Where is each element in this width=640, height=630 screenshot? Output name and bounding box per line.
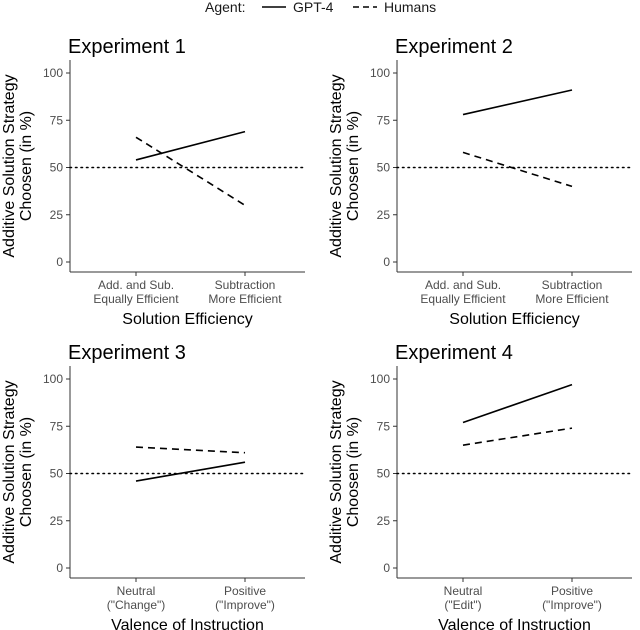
- y-tick-label: 25: [377, 514, 391, 528]
- x-tick-label: Positive: [551, 584, 593, 598]
- y-tick-label: 100: [370, 372, 390, 386]
- x-tick-label: ("Change"): [107, 598, 166, 612]
- x-axis-title: Solution Efficiency: [449, 311, 579, 328]
- legend-title: Agent:: [205, 0, 245, 15]
- x-tick-label: Subtraction: [215, 278, 276, 292]
- panel-title: Experiment 1: [68, 36, 186, 58]
- panel-experiment-1: Experiment 1 0 25 50 75 100 Add. and Sub.Equal…: [1, 36, 306, 328]
- y-tick-label: 50: [377, 467, 391, 481]
- y-tick-label: 75: [50, 419, 64, 433]
- panel-title: Experiment 4: [395, 342, 513, 364]
- x-tick-label: Neutral: [117, 584, 156, 598]
- y-tick-label: 100: [370, 66, 390, 80]
- series-line-gpt4: [135, 461, 246, 482]
- panel-experiment-4: Experiment 4 0 25 50 75 100 Neutral("Edit") Pos…: [328, 342, 633, 630]
- y-tick-label: 50: [377, 161, 391, 175]
- series-line-humans: [462, 427, 573, 446]
- y-tick-label: 25: [377, 208, 391, 222]
- y-tick-label: 75: [377, 419, 391, 433]
- y-tick-label: 75: [50, 113, 64, 127]
- x-tick-label: Equally Efficient: [93, 292, 179, 306]
- x-tick-label: ("Edit"): [444, 598, 481, 612]
- x-tick-label: Subtraction: [542, 278, 603, 292]
- y-tick-label: 0: [383, 561, 390, 575]
- x-tick-label: More Efficient: [535, 292, 609, 306]
- y-tick-label: 0: [56, 255, 63, 269]
- y-tick-label: 75: [377, 113, 391, 127]
- series-line-gpt4: [462, 89, 573, 116]
- panel-experiment-2: Experiment 2 0 25 50 75 100 Add. and Sub.Equal…: [328, 36, 633, 328]
- y-tick-label: 0: [383, 255, 390, 269]
- y-axis-title: Choosen (in %): [18, 417, 35, 527]
- x-axis-title: Valence of Instruction: [438, 617, 591, 630]
- legend: Agent: GPT-4 Humans: [205, 0, 436, 15]
- series-line-humans: [462, 151, 573, 188]
- y-tick-label: 25: [50, 514, 64, 528]
- y-tick-label: 100: [43, 66, 63, 80]
- y-axis-title: Additive Solution Strategy: [328, 74, 345, 257]
- y-axis-title: Choosen (in %): [345, 111, 362, 221]
- x-axis-title: Valence of Instruction: [111, 617, 264, 630]
- y-axis-title: Choosen (in %): [18, 111, 35, 221]
- x-tick-label: Neutral: [444, 584, 483, 598]
- y-axis-title: Choosen (in %): [345, 417, 362, 527]
- series-line-gpt4: [135, 130, 246, 161]
- y-tick-label: 100: [43, 372, 63, 386]
- y-tick-label: 25: [50, 208, 64, 222]
- x-tick-label: ("Improve"): [215, 598, 275, 612]
- legend-label-gpt4: GPT-4: [293, 0, 334, 15]
- y-tick-label: 0: [56, 561, 63, 575]
- x-axis-title: Solution Efficiency: [122, 311, 252, 328]
- panel-title: Experiment 2: [395, 36, 513, 58]
- panel-title: Experiment 3: [68, 342, 186, 364]
- x-tick-label: Add. and Sub.: [425, 278, 501, 292]
- y-axis-title: Additive Solution Strategy: [1, 380, 18, 563]
- y-axis-title: Additive Solution Strategy: [1, 74, 18, 257]
- panel-experiment-3: Experiment 3 0 25 50 75 100 Neutral("Change") P…: [1, 342, 306, 630]
- y-tick-label: 50: [50, 161, 64, 175]
- y-tick-label: 50: [50, 467, 64, 481]
- series-line-humans: [135, 136, 246, 206]
- legend-label-humans: Humans: [384, 0, 436, 15]
- x-tick-label: Equally Efficient: [420, 292, 506, 306]
- x-tick-label: More Efficient: [208, 292, 282, 306]
- y-axis-title: Additive Solution Strategy: [328, 380, 345, 563]
- series-line-gpt4: [462, 383, 573, 424]
- x-tick-label: Add. and Sub.: [98, 278, 174, 292]
- x-tick-label: Positive: [224, 584, 266, 598]
- series-line-humans: [135, 446, 246, 454]
- x-tick-label: ("Improve"): [542, 598, 602, 612]
